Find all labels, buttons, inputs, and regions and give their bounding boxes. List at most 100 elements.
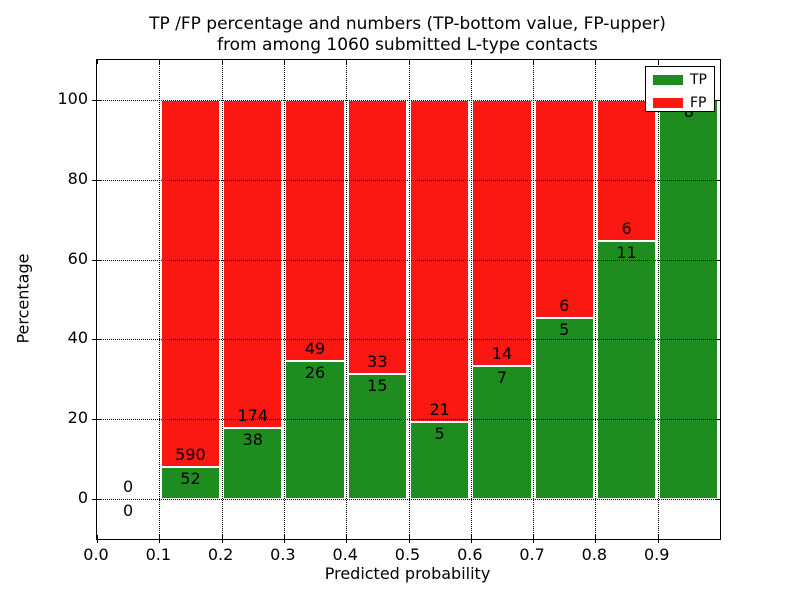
x-tick-mark: [408, 539, 410, 543]
fp-count-label: 21: [429, 400, 450, 420]
x-tick-mark: [283, 535, 285, 539]
tp-legend-swatch: [653, 75, 683, 85]
legend-entry: TP: [646, 70, 714, 90]
v-gridline: [657, 60, 659, 539]
y-tick-mark: [92, 179, 97, 181]
fp-count-label: 590: [175, 444, 206, 464]
x-tick-mark: [97, 60, 98, 64]
y-tick-label: 80: [67, 168, 88, 188]
x-tick-mark: [470, 60, 472, 64]
chart-title-line1: TP /FP percentage and numbers (TP-bottom…: [149, 14, 666, 34]
tp-bar-segment: [659, 99, 719, 500]
fp-bar-segment: [410, 99, 470, 423]
fp-count-label: 174: [237, 405, 269, 425]
v-gridline: [533, 60, 535, 539]
x-tick-mark: [595, 535, 597, 539]
fp-count-label: 0: [123, 477, 134, 497]
x-tick-mark: [283, 539, 285, 543]
y-tick-label: 60: [67, 248, 88, 268]
x-tick-label: 0.0: [83, 545, 109, 564]
x-tick-label: 0.1: [145, 545, 172, 564]
chart-title: TP /FP percentage and numbers (TP-bottom…: [96, 14, 719, 56]
x-tick-label: 0.9: [643, 545, 670, 564]
y-tick-mark: [716, 499, 720, 501]
x-tick-mark: [221, 60, 223, 64]
y-tick-mark: [92, 99, 97, 101]
fp-bar-segment: [223, 99, 283, 428]
tp-bar-segment: [596, 240, 657, 500]
tp-count-label: 15: [367, 376, 388, 396]
tp-count-label: 11: [616, 242, 637, 262]
y-tick-mark: [97, 259, 101, 261]
fp-bar-segment: [347, 99, 407, 375]
x-tick-mark: [346, 539, 348, 543]
fp-count-label: 6: [559, 295, 570, 315]
legend: TP FP: [645, 66, 715, 112]
legend-entry: FP: [646, 93, 714, 113]
y-tick-mark: [97, 499, 101, 501]
x-tick-mark: [221, 539, 223, 543]
x-tick-label: 0.8: [581, 545, 608, 564]
x-tick-label: 0.3: [270, 545, 296, 564]
x-tick-label: 0.7: [519, 545, 545, 564]
tp-bar-segment: [410, 422, 470, 500]
v-gridline: [283, 60, 285, 539]
tp-bar-segment: [347, 374, 407, 500]
y-tick-mark: [92, 419, 97, 421]
x-tick-mark: [533, 539, 535, 543]
y-tick-label: 100: [57, 88, 88, 108]
x-tick-mark: [346, 60, 348, 64]
x-tick-mark: [97, 535, 98, 539]
fp-bar-segment: [596, 99, 657, 241]
y-tick-label: 0: [77, 488, 88, 508]
x-tick-label: 0.5: [394, 545, 421, 564]
y-tick-mark: [92, 339, 97, 341]
x-tick-label: 0.4: [332, 545, 358, 564]
tp-count-label: 38: [242, 429, 263, 449]
tp-bar-segment: [472, 366, 532, 500]
x-tick-mark: [159, 60, 161, 64]
fp-bar-segment: [160, 99, 221, 467]
tp-count-label: 7: [496, 368, 508, 388]
x-tick-mark: [408, 535, 410, 539]
tp-count-label: 0: [123, 501, 134, 521]
y-tick-mark: [97, 419, 101, 421]
fp-bar-segment: [534, 99, 594, 318]
x-tick-mark: [595, 60, 597, 64]
x-tick-mark: [657, 539, 659, 543]
x-tick-mark: [595, 539, 597, 543]
x-tick-mark: [533, 60, 535, 64]
x-tick-mark: [346, 535, 348, 539]
v-gridline: [408, 60, 410, 539]
fp-count-label: 49: [304, 338, 326, 358]
x-tick-mark: [97, 539, 98, 543]
y-tick-label: 20: [67, 408, 88, 428]
y-tick-mark: [716, 259, 720, 261]
tp-count-label: 5: [434, 424, 445, 444]
x-tick-mark: [470, 535, 472, 539]
v-gridline: [470, 60, 472, 539]
plot-area: 005905217438492633152151476561108: [92, 59, 721, 543]
v-gridline: [221, 60, 223, 539]
fp-count-label: 6: [621, 218, 632, 238]
fp-count-label: 14: [491, 344, 513, 364]
fp-bar-segment: [285, 99, 345, 361]
x-axis-label: Predicted probability: [324, 564, 491, 583]
y-tick-mark: [716, 99, 720, 101]
fp-legend-swatch: [653, 98, 683, 108]
y-tick-mark: [97, 179, 101, 181]
y-axis-label: Percentage: [13, 253, 33, 344]
x-tick-mark: [159, 535, 161, 539]
y-tick-label: 40: [67, 328, 88, 348]
tp-count-label: 26: [304, 362, 326, 382]
legend-entry-label: TP: [690, 72, 707, 88]
y-tick-mark: [716, 419, 720, 421]
x-tick-mark: [221, 535, 223, 539]
x-tick-mark: [408, 60, 410, 64]
y-tick-mark: [97, 339, 101, 341]
chart-title-line2: from among 1060 submitted L-type contact…: [217, 35, 598, 55]
x-tick-mark: [470, 539, 472, 543]
y-tick-mark: [92, 499, 97, 501]
legend-entry-label: FP: [690, 95, 707, 111]
